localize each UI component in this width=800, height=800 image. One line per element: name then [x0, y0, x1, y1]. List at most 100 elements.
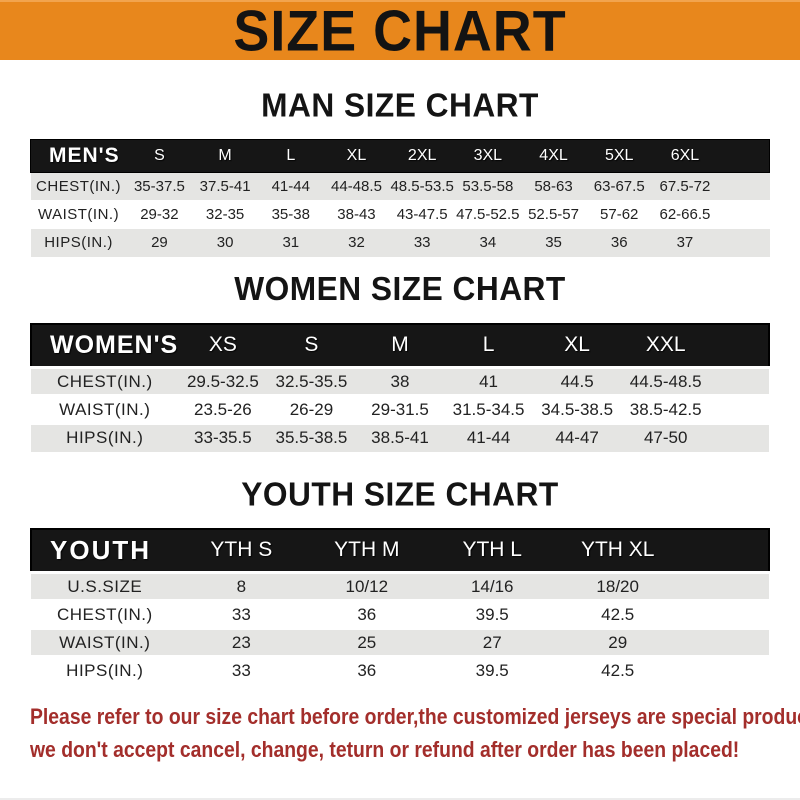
women-table-row: HIPS(IN.) 33-35.5 35.5-38.5 38.5-41 41-44 44-… — [31, 423, 769, 452]
page-title: SIZE CHART — [233, 0, 567, 63]
men-size-value-cell: 34 — [479, 234, 497, 252]
women-size-value-cell: 33-35.5 — [194, 428, 252, 448]
men-row-label: HIPS(IN.) — [44, 234, 113, 252]
men-size-value-cell: 35-37.5 — [133, 178, 185, 195]
youth-row-label: CHEST(IN.) — [56, 604, 153, 624]
youth-size-value-cell: 27 — [482, 632, 502, 652]
men-header-label: MEN'S — [49, 144, 120, 167]
youth-header-label: YOUTH — [50, 534, 151, 565]
youth-size-value-cell: 39.5 — [475, 661, 509, 681]
footer-line-1: Please refer to our size chart before or… — [30, 703, 800, 729]
men-size-value-cell: 47.5-52.5 — [456, 206, 520, 223]
youth-row-spacer — [680, 657, 769, 685]
men-size-value-cell: 44-48.5 — [331, 178, 382, 195]
men-header-row: MEN'S S M L XL 2XL 3XL 4XL 5XL 6XL — [30, 139, 770, 173]
women-table-body: CHEST(IN.) 29.5-32.5 32.5-35.5 38 41 44.5 44.5… — [31, 367, 769, 452]
women-size-column-header: XS — [208, 333, 237, 357]
men-size-value-cell: 32-35 — [205, 206, 245, 223]
youth-size-value-cell: 36 — [357, 604, 377, 624]
youth-size-value-cell: 33 — [231, 604, 251, 624]
men-row-spacer — [718, 229, 770, 257]
men-size-column-header: M — [218, 147, 232, 164]
women-header-row: WOMEN'S XS S M L XL XXL — [31, 323, 769, 368]
men-size-value-cell: 58-63 — [534, 178, 573, 195]
youth-size-value-cell: 14/16 — [470, 576, 514, 596]
men-size-value-cell: 29-32 — [140, 206, 179, 223]
women-size-value-cell: 34.5-38.5 — [541, 399, 614, 419]
men-size-value-cell: 48.5-53.5 — [390, 178, 454, 195]
men-size-value-cell: 43-47.5 — [396, 206, 448, 223]
men-size-column-header: 6XL — [670, 147, 700, 164]
youth-size-value-cell: 33 — [231, 661, 251, 681]
men-size-value-cell: 52.5-57 — [528, 206, 579, 223]
youth-size-value-cell: 36 — [357, 661, 377, 681]
men-size-value-cell: 53.5-58 — [462, 178, 514, 195]
men-size-value-cell: 35 — [545, 234, 562, 252]
youth-size-column-header: YTH M — [334, 538, 400, 562]
youth-size-value-cell: 39.5 — [475, 604, 509, 624]
men-size-value-cell: 37.5-41 — [199, 178, 251, 195]
women-row-label: WAIST(IN.) — [59, 399, 151, 419]
women-size-value-cell: 47-50 — [643, 428, 688, 448]
women-header-label: WOMEN'S — [50, 330, 179, 359]
women-size-column-header: L — [482, 333, 495, 357]
men-size-value-cell: 62-66.5 — [659, 206, 711, 223]
youth-table-row: WAIST(IN.) 23 25 27 29 — [31, 628, 769, 657]
youth-size-value-cell: 42.5 — [601, 661, 635, 681]
men-row-label: WAIST(IN.) — [37, 206, 120, 223]
women-row-spacer — [710, 368, 769, 396]
youth-size-value-cell: 25 — [357, 632, 377, 652]
youth-header-row: YOUTH YTH S YTH M YTH L YTH XL — [31, 528, 769, 573]
youth-row-label: HIPS(IN.) — [66, 661, 144, 681]
men-size-table: MEN'S S M L XL 2XL 3XL 4XL 5XL 6XL CHEST(IN.) 35-37… — [30, 139, 770, 257]
youth-header-spacer — [680, 529, 769, 573]
men-table-body: CHEST(IN.) 35-37.5 37.5-41 41-44 44-48.5 48.5… — [30, 172, 770, 257]
youth-row-spacer — [680, 601, 769, 629]
women-size-value-cell: 29.5-32.5 — [186, 371, 259, 391]
women-size-value-cell: 38.5-41 — [371, 428, 429, 448]
content: MAN SIZE CHART MEN'S S M L XL 2XL 3XL 4XL 5XL 6XL… — [0, 60, 800, 685]
men-size-column-header: 4XL — [539, 147, 568, 164]
men-size-column-header: 5XL — [604, 147, 634, 164]
women-table-row: WAIST(IN.) 23.5-26 26-29 29-31.5 31.5-34.5 34… — [31, 395, 769, 424]
youth-size-value-cell: 18/20 — [596, 576, 639, 596]
women-size-value-cell: 44.5-48.5 — [629, 371, 702, 391]
women-size-value-cell: 38 — [390, 371, 410, 391]
women-table-head: WOMEN'S XS S M L XL XXL — [31, 323, 769, 368]
men-table-head: MEN'S S M L XL 2XL 3XL 4XL 5XL 6XL — [30, 139, 770, 173]
women-size-column-header: S — [304, 333, 319, 357]
women-size-value-cell: 38.5-42.5 — [629, 399, 702, 419]
youth-table-row: HIPS(IN.) 33 36 39.5 42.5 — [31, 656, 769, 685]
women-size-value-cell: 35.5-38.5 — [275, 428, 348, 448]
men-size-column-header: 2XL — [407, 147, 437, 164]
men-size-value-cell: 41-44 — [271, 178, 310, 195]
youth-size-column-header: YTH XL — [580, 538, 655, 562]
youth-row-label: WAIST(IN.) — [59, 632, 151, 652]
youth-size-chart-section: YOUTH SIZE CHART YOUTH YTH S YTH M YTH L YTH… — [0, 452, 800, 685]
men-size-column-header: XL — [346, 147, 367, 164]
women-size-column-header: M — [391, 333, 409, 357]
men-size-value-cell: 35-38 — [271, 206, 310, 223]
women-size-column-header: XL — [564, 333, 590, 357]
women-size-value-cell: 31.5-34.5 — [452, 399, 525, 419]
youth-row-spacer — [680, 629, 769, 657]
women-size-value-cell: 44-47 — [555, 428, 599, 448]
youth-size-table: YOUTH YTH S YTH M YTH L YTH XL U.S.SIZE 8 10/12… — [30, 528, 770, 685]
youth-table-head: YOUTH YTH S YTH M YTH L YTH XL — [31, 528, 769, 573]
women-row-spacer — [710, 396, 769, 424]
youth-row-spacer — [680, 573, 769, 601]
youth-size-value-cell: 42.5 — [601, 604, 635, 624]
men-table-row: WAIST(IN.) 29-32 32-35 35-38 38-43 43-47.5 47.… — [30, 200, 770, 229]
youth-size-value-cell: 29 — [608, 632, 628, 652]
section-title-man: MAN SIZE CHART — [261, 85, 539, 124]
youth-size-column-header: YTH L — [462, 538, 522, 562]
youth-size-column-header: YTH S — [210, 538, 273, 562]
youth-row-label: U.S.SIZE — [67, 576, 143, 596]
men-header-spacer — [718, 140, 770, 173]
men-size-value-cell: 30 — [216, 234, 234, 252]
women-size-table: WOMEN'S XS S M L XL XXL CHEST(IN.) 29.5-32.5 32.5… — [30, 323, 770, 452]
men-size-value-cell: 57-62 — [600, 206, 639, 223]
men-table-row: CHEST(IN.) 35-37.5 37.5-41 41-44 44-48.5 48.5… — [30, 172, 770, 201]
men-size-column-header: S — [154, 147, 165, 164]
